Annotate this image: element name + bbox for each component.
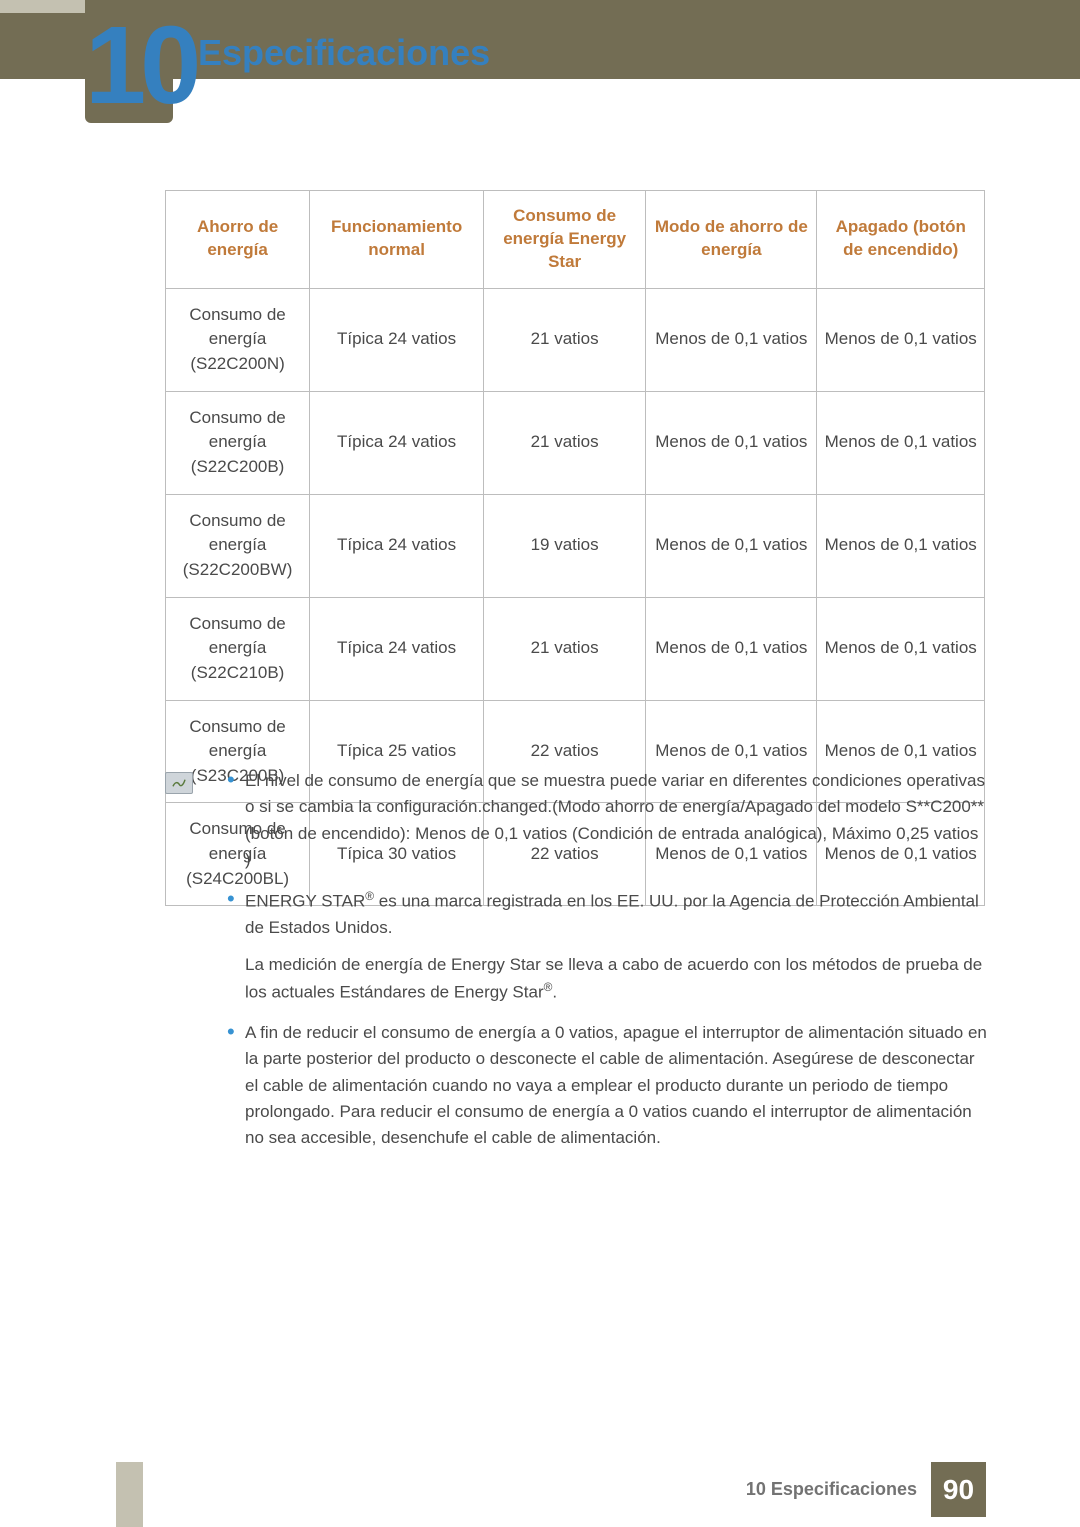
table-header-cell: Funcionamiento normal (310, 191, 484, 289)
table-cell: Menos de 0,1 vatios (817, 597, 985, 700)
table-header-cell: Consumo de energía Energy Star (484, 191, 646, 289)
table-cell: Menos de 0,1 vatios (646, 597, 817, 700)
table-cell: 21 vatios (484, 391, 646, 494)
note-list: El nivel de consumo de energía que se mu… (227, 768, 987, 1152)
table-header-cell: Apagado (botón de encendido) (817, 191, 985, 289)
table-cell: Típica 24 vatios (310, 597, 484, 700)
table-cell: Típica 24 vatios (310, 494, 484, 597)
table-row: Consumo de energía (S22C200BW)Típica 24 … (166, 494, 985, 597)
table-row: Consumo de energía (S22C210B)Típica 24 v… (166, 597, 985, 700)
notes-section: El nivel de consumo de energía que se mu… (165, 768, 987, 1166)
table-cell: Menos de 0,1 vatios (817, 391, 985, 494)
footer-text: 10 Especificaciones (746, 1479, 917, 1500)
table-row: Consumo de energía (S22C200N)Típica 24 v… (166, 288, 985, 391)
table-cell: 21 vatios (484, 597, 646, 700)
table-row: Consumo de energía (S22C200B)Típica 24 v… (166, 391, 985, 494)
table-cell: Consumo de energía (S22C200B) (166, 391, 310, 494)
page-title: Especificaciones (198, 32, 490, 74)
table-header-row: Ahorro de energía Funcionamiento normal … (166, 191, 985, 289)
header-stripe (0, 0, 85, 13)
side-band (116, 1462, 143, 1527)
note-item: El nivel de consumo de energía que se mu… (227, 768, 987, 873)
page-number: 90 (931, 1462, 986, 1517)
table-cell: Consumo de energía (S22C200N) (166, 288, 310, 391)
note-icon (165, 772, 193, 794)
page: 10 Especificaciones Ahorro de energía Fu… (0, 0, 1080, 1527)
table-cell: Menos de 0,1 vatios (646, 288, 817, 391)
note-item: ENERGY STAR® es una marca registrada en … (227, 887, 987, 1006)
table-cell: Menos de 0,1 vatios (646, 494, 817, 597)
table-cell: Consumo de energía (S22C200BW) (166, 494, 310, 597)
chapter-number: 10 (85, 2, 173, 129)
table-header-cell: Ahorro de energía (166, 191, 310, 289)
table-cell: Típica 24 vatios (310, 288, 484, 391)
table-cell: Menos de 0,1 vatios (646, 391, 817, 494)
table-cell: Menos de 0,1 vatios (817, 494, 985, 597)
footer: 10 Especificaciones 90 (746, 1462, 986, 1517)
table-header-cell: Modo de ahorro de energía (646, 191, 817, 289)
chapter-box: 10 (85, 13, 173, 123)
table-cell: 21 vatios (484, 288, 646, 391)
table-cell: Consumo de energía (S22C210B) (166, 597, 310, 700)
table-cell: 19 vatios (484, 494, 646, 597)
table-cell: Menos de 0,1 vatios (817, 288, 985, 391)
table-cell: Típica 24 vatios (310, 391, 484, 494)
note-item: A fin de reducir el consumo de energía a… (227, 1020, 987, 1152)
